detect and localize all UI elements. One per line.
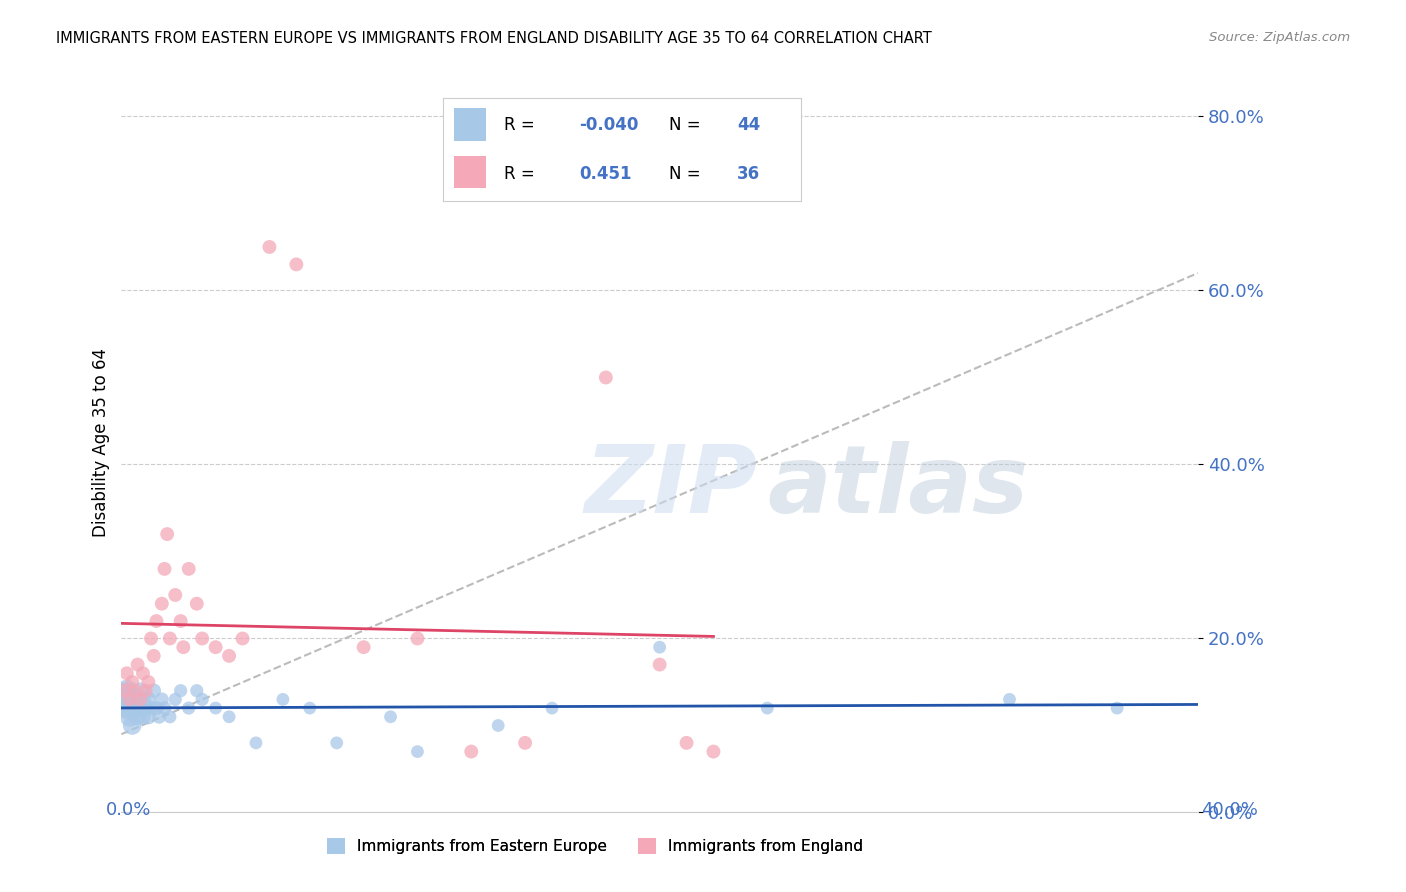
Point: [112, 692, 135, 706]
Legend: Immigrants from Eastern Europe, Immigrants from England: Immigrants from Eastern Europe, Immigran…: [321, 832, 869, 860]
Text: R =: R =: [503, 116, 534, 134]
Text: 40.0%: 40.0%: [1202, 801, 1258, 819]
Y-axis label: Disability Age 35 to 64: Disability Age 35 to 64: [93, 348, 110, 537]
Point: [121, 701, 143, 715]
Point: [145, 614, 167, 628]
Point: [138, 692, 160, 706]
Text: R =: R =: [503, 165, 534, 183]
Point: [139, 701, 162, 715]
Point: [177, 701, 200, 715]
Text: Source: ZipAtlas.com: Source: ZipAtlas.com: [1209, 31, 1350, 45]
Text: IMMIGRANTS FROM EASTERN EUROPE VS IMMIGRANTS FROM ENGLAND DISABILITY AGE 35 TO 6: IMMIGRANTS FROM EASTERN EUROPE VS IMMIGR…: [56, 31, 932, 46]
Point: [153, 701, 176, 715]
Point: [1107, 701, 1129, 715]
Point: [406, 632, 429, 646]
Bar: [454, 108, 486, 141]
Point: [118, 692, 141, 706]
Point: [702, 745, 724, 759]
Point: [218, 648, 240, 663]
Point: [406, 745, 429, 759]
Text: N =: N =: [669, 165, 700, 183]
Point: [115, 666, 138, 681]
Point: [325, 736, 347, 750]
Point: [156, 527, 179, 541]
Point: [139, 632, 162, 646]
Point: [513, 736, 536, 750]
Text: 36: 36: [737, 165, 761, 183]
Text: 44: 44: [737, 116, 761, 134]
Point: [129, 701, 152, 715]
Point: [218, 710, 240, 724]
Text: N =: N =: [669, 116, 700, 134]
Text: ZIP: ZIP: [585, 442, 758, 533]
Point: [124, 683, 146, 698]
Point: [132, 710, 155, 724]
Point: [159, 710, 181, 724]
Point: [165, 692, 187, 706]
Point: [132, 692, 155, 706]
Point: [204, 701, 226, 715]
Point: [298, 701, 321, 715]
Text: atlas: atlas: [768, 442, 1029, 533]
Point: [115, 683, 138, 698]
Point: [127, 710, 149, 724]
Point: [129, 692, 152, 706]
Point: [998, 692, 1021, 706]
Point: [648, 657, 671, 672]
Point: [153, 562, 176, 576]
Point: [169, 683, 191, 698]
Point: [138, 675, 160, 690]
Text: 0.451: 0.451: [579, 165, 631, 183]
Point: [129, 683, 152, 698]
Point: [595, 370, 617, 384]
Point: [232, 632, 254, 646]
Point: [124, 701, 146, 715]
Point: [145, 701, 167, 715]
Point: [675, 736, 697, 750]
Point: [159, 632, 181, 646]
Point: [285, 257, 308, 271]
Point: [756, 701, 779, 715]
Point: [127, 657, 149, 672]
Point: [142, 648, 165, 663]
Point: [186, 683, 208, 698]
Point: [541, 701, 564, 715]
Point: [271, 692, 294, 706]
Point: [191, 632, 214, 646]
Point: [165, 588, 187, 602]
Text: 0.0%: 0.0%: [105, 801, 150, 819]
Text: -0.040: -0.040: [579, 116, 638, 134]
Point: [460, 745, 482, 759]
Point: [245, 736, 267, 750]
Point: [124, 692, 146, 706]
Point: [204, 640, 226, 655]
Point: [127, 692, 149, 706]
Point: [150, 692, 173, 706]
Point: [648, 640, 671, 655]
Point: [112, 683, 135, 698]
Point: [172, 640, 194, 655]
Point: [132, 666, 155, 681]
Point: [142, 683, 165, 698]
Point: [186, 597, 208, 611]
Point: [353, 640, 375, 655]
Point: [177, 562, 200, 576]
Point: [135, 701, 157, 715]
Point: [486, 718, 509, 732]
Point: [380, 710, 402, 724]
Point: [169, 614, 191, 628]
Point: [259, 240, 281, 254]
Point: [121, 718, 143, 732]
Bar: [454, 155, 486, 188]
Point: [150, 597, 173, 611]
Point: [115, 701, 138, 715]
Point: [118, 692, 141, 706]
Point: [121, 675, 143, 690]
Point: [191, 692, 214, 706]
Point: [118, 710, 141, 724]
Point: [138, 710, 160, 724]
Point: [135, 683, 157, 698]
Point: [148, 710, 170, 724]
